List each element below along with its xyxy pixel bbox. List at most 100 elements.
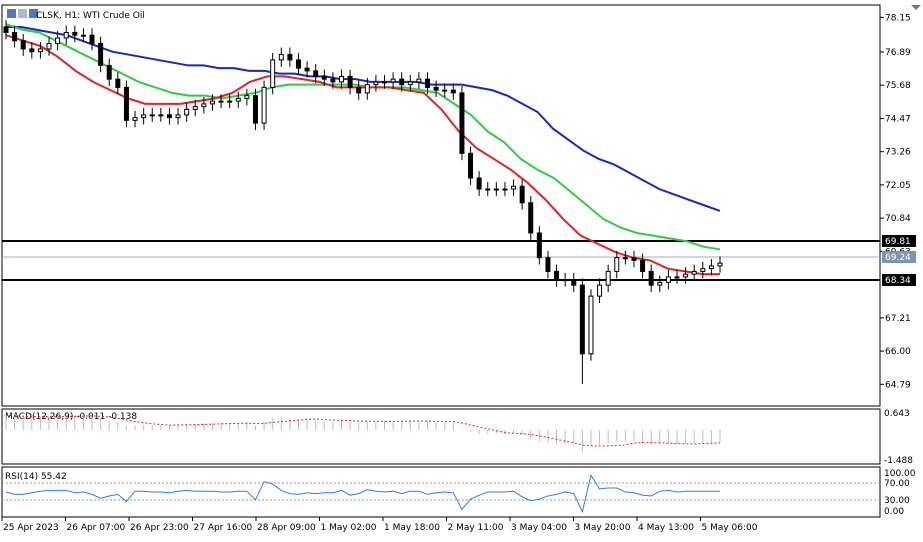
candle-body [304, 67, 310, 72]
candle-body [158, 114, 164, 117]
candle-body [295, 59, 301, 69]
time-tick-label: 28 Apr 09:00 [257, 523, 316, 533]
candle-body [708, 265, 714, 270]
candle-body [631, 257, 637, 261]
candle-body [459, 92, 465, 154]
candle-body [244, 95, 250, 99]
candle-body [425, 78, 431, 88]
candle-body [184, 108, 190, 116]
macd-axis-bottom: -1.488 [884, 456, 913, 466]
candle-body [399, 78, 405, 86]
candle-body [89, 34, 95, 44]
time-tick-label: 5 May 06:00 [702, 523, 758, 533]
candle-body [390, 78, 396, 83]
rsi-axis-0: 0.00 [884, 507, 904, 517]
candle-body [12, 31, 18, 42]
chart-title: CLSK, H1: WTI Crude Oil [36, 11, 145, 21]
candle-body [579, 284, 585, 355]
time-tick-label: 1 May 18:00 [384, 523, 440, 533]
candle-body [29, 48, 35, 53]
macd-label: MACD(12,26,9) -0.011 -0.138 [5, 412, 137, 422]
candle-body [683, 273, 689, 278]
candle-body [132, 117, 138, 121]
candle-body [665, 276, 671, 283]
time-tick-label: 25 Apr 2023 [3, 523, 59, 533]
price-tick-label: 74.47 [885, 114, 911, 124]
candle-body [347, 75, 353, 88]
candle-body [141, 114, 147, 119]
candle-body [98, 42, 104, 66]
candle-body [717, 262, 723, 267]
candle-body [227, 100, 233, 103]
candle-body [485, 188, 491, 191]
rsi-axis-70: 70.00 [884, 479, 910, 489]
candle-body [554, 270, 560, 281]
time-tick-label: 27 Apr 16:00 [194, 523, 253, 533]
candle-body [493, 188, 499, 191]
price-tick-label: 67.21 [885, 314, 911, 324]
candle-body [674, 276, 680, 279]
candle-body [356, 86, 362, 94]
scroll-marker-icon[interactable] [911, 5, 921, 10]
candle-body [175, 114, 181, 119]
candle-body [287, 53, 293, 61]
candle-body [338, 75, 344, 83]
candle-body [252, 95, 258, 124]
candle-body [640, 259, 646, 272]
candle-body [545, 257, 551, 272]
candle-body [63, 31, 69, 39]
candle-body [80, 34, 86, 37]
candle-body [416, 78, 422, 83]
price-tick-label: 75.68 [885, 81, 911, 91]
rsi-axis-100: 100.00 [884, 469, 916, 479]
candle-body [192, 106, 198, 110]
symbol-icon [7, 9, 38, 18]
candle-body [55, 37, 61, 44]
candle-body [511, 185, 517, 190]
candle-body [209, 100, 215, 105]
price-tick-label: 64.79 [885, 380, 911, 390]
candle-body [536, 232, 542, 259]
candle-body [373, 81, 379, 86]
candle-body [166, 114, 172, 119]
price-axis: 78.1576.8975.6874.4773.2672.0570.8469.63… [880, 13, 911, 390]
svg-text:69.24: 69.24 [885, 253, 911, 263]
candle-body [261, 86, 267, 124]
candle-body [571, 279, 577, 286]
svg-text:69.81: 69.81 [885, 237, 911, 247]
support-price-tag: 68.34 [882, 274, 916, 286]
macd-signal-line [5, 414, 721, 447]
main-chart-frame [1, 4, 881, 407]
candlesticks [3, 20, 723, 385]
candle-body [46, 42, 52, 50]
rsi-label: RSI(14) 55.42 [5, 472, 67, 482]
time-tick-label: 3 May 04:00 [511, 523, 567, 533]
candle-body [20, 40, 26, 50]
candle-body [691, 270, 697, 275]
time-tick-label: 1 May 02:00 [321, 523, 377, 533]
candle-body [605, 270, 611, 286]
current-price-tag: 69.24 [882, 251, 916, 263]
candle-body [588, 295, 594, 355]
rsi-axis-30: 30.00 [884, 496, 910, 506]
time-tick-label: 2 May 11:00 [448, 523, 504, 533]
time-axis: 25 Apr 2023 26 Apr 07:00 26 Apr 23:00 27 Ap… [1, 517, 758, 533]
candle-body [622, 257, 628, 260]
candle-body [313, 70, 319, 77]
candle-body [123, 86, 129, 121]
candle-body [700, 268, 706, 272]
candle-body [72, 31, 78, 36]
candle-body [597, 284, 603, 297]
candle-body [442, 89, 448, 92]
time-tick-label: 26 Apr 07:00 [67, 523, 126, 533]
time-tick-label: 3 May 20:00 [575, 523, 631, 533]
candle-body [37, 48, 43, 53]
rsi-line [5, 474, 720, 514]
candle-body [218, 100, 224, 103]
price-tick-label: 66.00 [885, 347, 911, 357]
price-tick-label: 76.89 [885, 48, 911, 58]
candle-body [528, 202, 534, 234]
price-tick-label: 73.26 [885, 148, 911, 158]
